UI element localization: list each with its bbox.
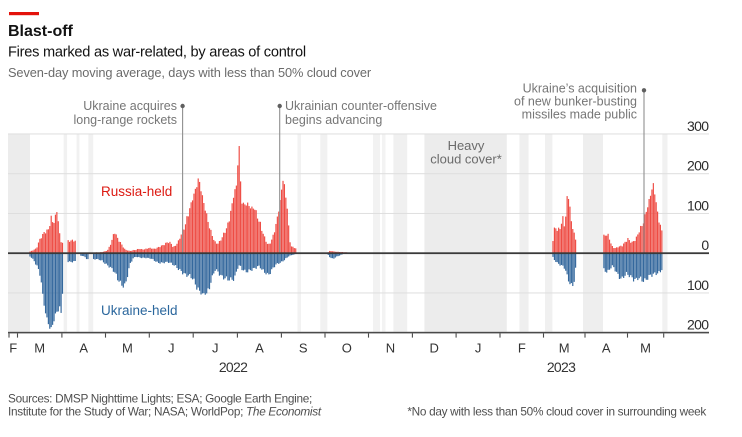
- svg-text:M: M: [559, 341, 570, 356]
- svg-text:200: 200: [687, 158, 709, 174]
- svg-text:of new bunker-busting: of new bunker-busting: [514, 95, 637, 109]
- svg-text:Ukrainian counter-offensive: Ukrainian counter-offensive: [285, 99, 437, 113]
- svg-text:Blast-off: Blast-off: [8, 23, 74, 40]
- svg-text:M: M: [640, 341, 651, 356]
- svg-text:2022: 2022: [219, 359, 248, 375]
- svg-text:Russia-held: Russia-held: [101, 184, 172, 199]
- svg-text:0: 0: [701, 237, 709, 253]
- svg-text:200: 200: [687, 317, 709, 333]
- svg-text:Sources: DMSP Nighttime Lights: Sources: DMSP Nighttime Lights; ESA; Goo…: [8, 392, 312, 406]
- svg-text:2023: 2023: [547, 359, 576, 375]
- svg-text:cloud cover*: cloud cover*: [430, 152, 502, 167]
- svg-text:missiles made public: missiles made public: [522, 108, 637, 122]
- svg-text:M: M: [122, 341, 133, 356]
- svg-text:Ukraine-held: Ukraine-held: [101, 303, 178, 318]
- svg-text:A: A: [602, 341, 611, 356]
- svg-text:J: J: [168, 341, 175, 356]
- svg-text:100: 100: [687, 197, 709, 213]
- svg-text:Ukraine acquires: Ukraine acquires: [83, 99, 177, 113]
- svg-text:*No day with less than 50% clo: *No day with less than 50% cloud cover i…: [407, 405, 706, 419]
- svg-text:Fires marked as war-related, b: Fires marked as war-related, by areas of…: [8, 45, 306, 61]
- svg-text:J: J: [475, 341, 482, 356]
- svg-text:J: J: [212, 341, 219, 356]
- svg-text:N: N: [386, 341, 395, 356]
- svg-text:begins advancing: begins advancing: [285, 113, 382, 127]
- svg-text:100: 100: [687, 277, 709, 293]
- svg-text:long-range rockets: long-range rockets: [73, 113, 177, 127]
- svg-text:Ukraine’s acquisition: Ukraine’s acquisition: [523, 82, 637, 96]
- svg-text:D: D: [430, 341, 439, 356]
- svg-text:Seven-day moving average, days: Seven-day moving average, days with less…: [8, 65, 372, 80]
- svg-text:300: 300: [687, 118, 709, 134]
- svg-text:Institute for the Study of War: Institute for the Study of War; NASA; Wo…: [8, 405, 322, 419]
- svg-text:F: F: [9, 341, 17, 356]
- svg-text:A: A: [79, 341, 88, 356]
- svg-text:M: M: [34, 341, 45, 356]
- svg-text:S: S: [299, 341, 308, 356]
- svg-text:A: A: [255, 341, 264, 356]
- svg-text:F: F: [518, 341, 526, 356]
- svg-text:O: O: [342, 341, 352, 356]
